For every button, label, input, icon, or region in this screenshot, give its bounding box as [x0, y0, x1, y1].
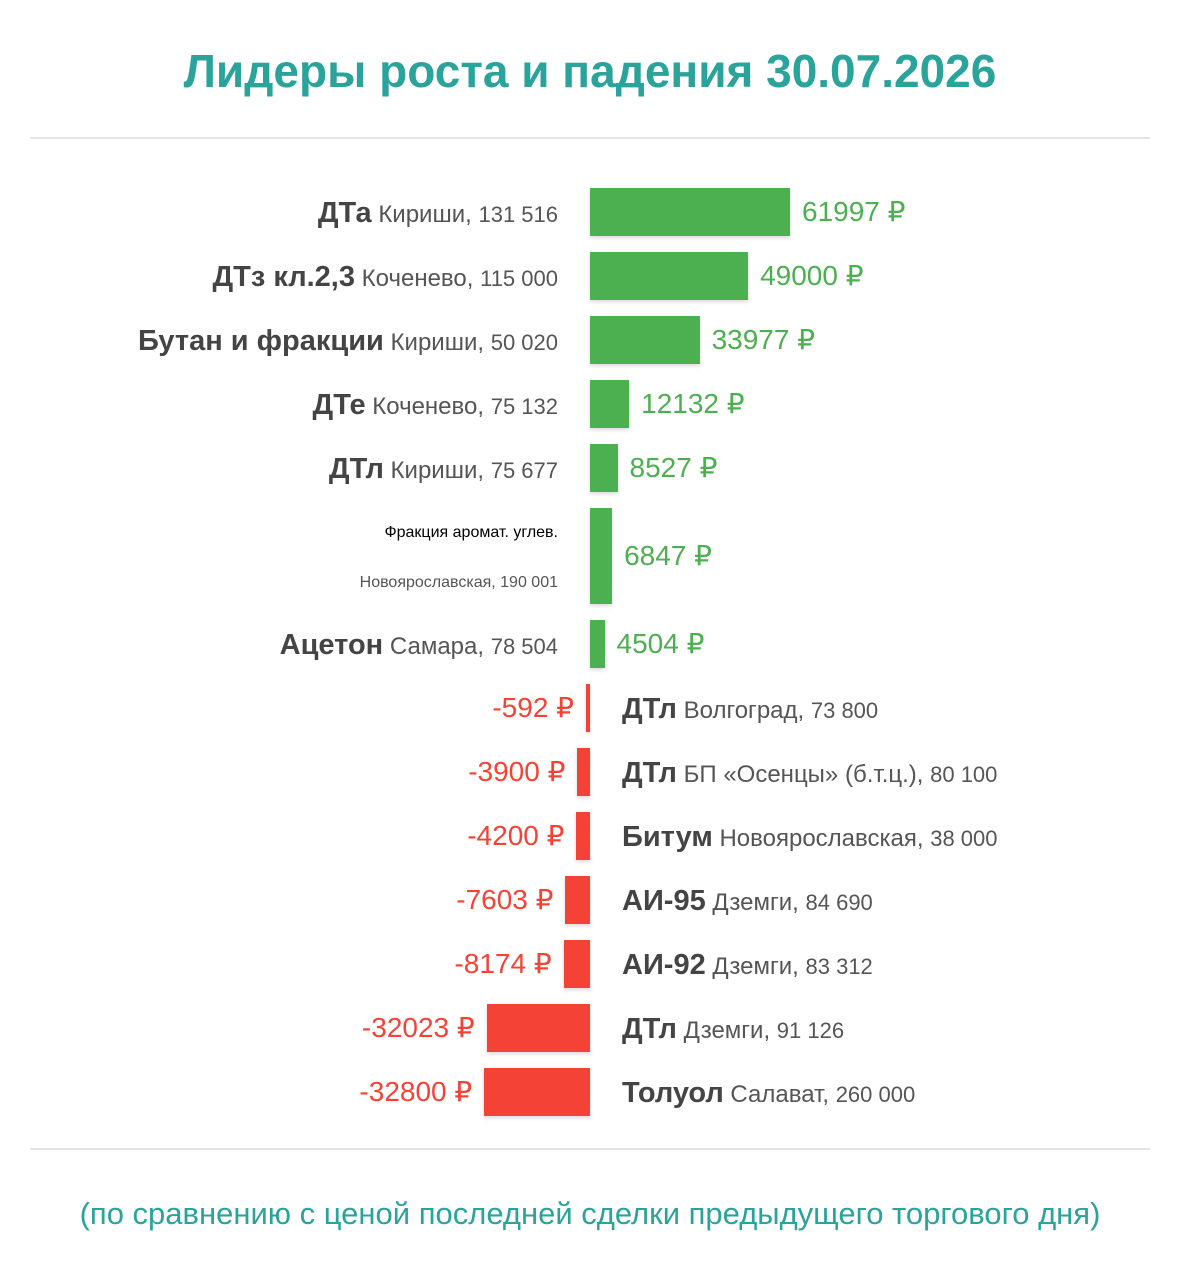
- volume: 50 020: [490, 330, 558, 355]
- bar: [484, 1068, 590, 1116]
- location: Самара,: [383, 633, 491, 660]
- category-label: Фракция аромат. углев.: [384, 516, 558, 550]
- value-label: 6847 ₽: [624, 540, 712, 571]
- location: Кириши,: [383, 329, 491, 356]
- value-label: -3900 ₽: [468, 756, 566, 787]
- category-label: ДТл БП «Осенцы» (б.т.ц.), 80 100: [622, 756, 997, 795]
- volume: 115 000: [480, 266, 558, 291]
- location: БП «Осенцы» (б.т.ц.),: [676, 761, 931, 788]
- bar: [486, 1004, 590, 1052]
- value-label: 61997 ₽: [802, 196, 906, 227]
- bar: [590, 380, 630, 428]
- value-label: -592 ₽: [492, 692, 574, 723]
- product-name: Бутан и фракции: [137, 325, 384, 357]
- category-label: ДТз кл.2,3 Коченево, 115 000: [212, 260, 558, 299]
- product-name: АИ-95: [622, 885, 706, 917]
- location: Коченево,: [365, 393, 491, 420]
- category-label: Бутан и фракции Кириши, 50 020: [138, 324, 558, 363]
- product-name: ДТз кл.2,3: [212, 261, 355, 293]
- product-name: ДТл: [622, 757, 677, 789]
- category-label: Толуол Салават, 260 000: [622, 1076, 915, 1115]
- bottom-divider: [30, 1148, 1150, 1150]
- bar: [590, 508, 613, 604]
- product-name: ДТл: [622, 1013, 677, 1045]
- volume: 260 000: [835, 1082, 916, 1107]
- category-label: ДТл Дземги, 91 126: [622, 1012, 844, 1051]
- volume: 38 000: [930, 826, 998, 851]
- bar: [590, 620, 605, 668]
- product-name: ДТе: [312, 389, 366, 421]
- value-label: 4504 ₽: [616, 628, 705, 659]
- product-name: ДТл: [622, 693, 677, 725]
- value-label: 49000 ₽: [760, 260, 864, 291]
- volume: 131 516: [478, 202, 558, 227]
- value-label: 8527 ₽: [629, 452, 718, 483]
- volume: 73 800: [810, 698, 879, 723]
- volume: 78 504: [490, 634, 558, 659]
- location: Волгоград,: [676, 697, 811, 724]
- bar: [590, 316, 700, 364]
- value-label: -8174 ₽: [454, 948, 552, 979]
- category-label: АИ-95 Дземги, 84 690: [622, 884, 873, 923]
- volume: 80 100: [930, 762, 998, 787]
- category-sublabel: Новоярославская, 190 001: [360, 566, 558, 600]
- category-label: Битум Новоярославская, 38 000: [622, 820, 998, 859]
- volume: 83 312: [805, 954, 873, 979]
- value-label: -32800 ₽: [359, 1076, 473, 1107]
- location: Кириши,: [383, 457, 491, 484]
- bar: [576, 812, 590, 860]
- bar: [590, 188, 790, 236]
- product-name: Фракция аромат. углев.: [384, 524, 558, 541]
- product-name: ДТа: [317, 197, 372, 229]
- location: Салават,: [723, 1081, 836, 1108]
- product-name: ДТл: [328, 453, 384, 485]
- volume: 91 126: [776, 1018, 845, 1043]
- value-label: 12132 ₽: [641, 388, 745, 419]
- location: Новоярославская,: [712, 825, 931, 852]
- location: Кириши,: [371, 201, 479, 228]
- value-label: 33977 ₽: [711, 324, 816, 355]
- category-label: АИ-92 Дземги, 83 312: [622, 948, 873, 987]
- bar: [586, 684, 590, 732]
- bar: [577, 748, 590, 796]
- location: Дземги,: [705, 953, 806, 980]
- location: Дземги,: [676, 1017, 777, 1044]
- bar: [565, 876, 590, 924]
- chart-title: Лидеры роста и падения 30.07.2026: [183, 45, 997, 97]
- category-label: ДТл Кириши, 75 677: [329, 452, 558, 491]
- product-name: Битум: [622, 821, 713, 853]
- location: Коченево,: [355, 265, 481, 292]
- value-label: -7603 ₽: [456, 884, 554, 915]
- bar: [590, 252, 749, 300]
- product-name: Ацетон: [279, 629, 384, 661]
- bar: [590, 444, 618, 492]
- bar: [563, 940, 590, 988]
- value-label: -4200 ₽: [467, 820, 565, 851]
- category-label: ДТе Коченево, 75 132: [313, 388, 558, 427]
- volume: 84 690: [805, 890, 873, 915]
- footnote: (по сравнению с ценой последней сделки п…: [79, 1196, 1101, 1231]
- product-name: Толуол: [622, 1077, 724, 1109]
- category-label: ДТа Кириши, 131 516: [318, 196, 558, 235]
- location: Дземги,: [705, 889, 806, 916]
- volume: 190 001: [500, 574, 558, 591]
- volume: 75 132: [490, 394, 558, 419]
- location: Новоярославская,: [359, 574, 501, 591]
- category-label: ДТл Волгоград, 73 800: [622, 692, 878, 731]
- product-name: АИ-92: [622, 949, 706, 981]
- volume: 75 677: [490, 458, 558, 483]
- value-label: -32023 ₽: [361, 1012, 475, 1043]
- top-divider: [30, 137, 1150, 139]
- category-label: Ацетон Самара, 78 504: [280, 628, 558, 667]
